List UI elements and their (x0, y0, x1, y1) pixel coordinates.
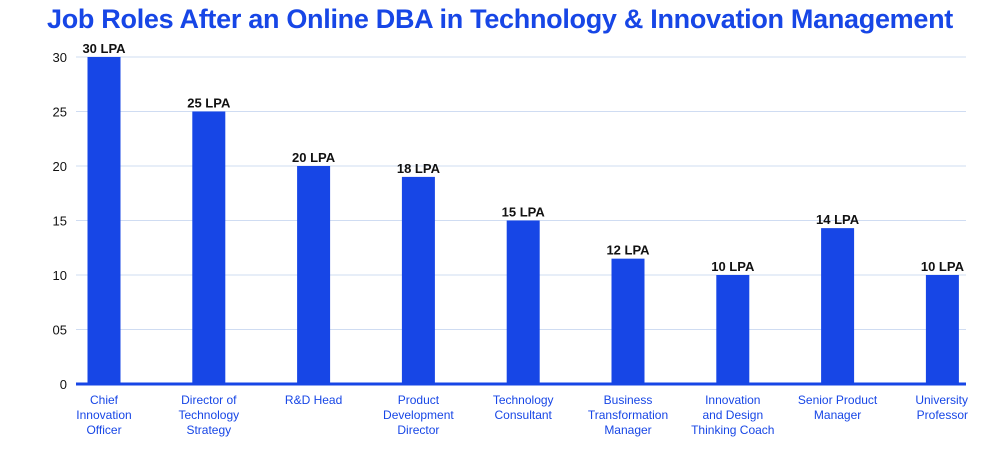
bar (87, 57, 121, 384)
data-label: 30 LPA (82, 41, 126, 56)
data-label: 25 LPA (187, 96, 231, 111)
category-label: Innovation (705, 393, 760, 407)
data-label: 12 LPA (606, 243, 650, 258)
data-label: 10 LPA (921, 259, 965, 274)
category-label: Senior Product (798, 393, 878, 407)
y-tick-label: 25 (53, 105, 67, 120)
category-label: Technology (493, 393, 554, 407)
category-label: Chief (90, 393, 119, 407)
bar (925, 275, 959, 384)
data-labels: 30 LPA 25 LPA 20 LPA 18 LPA 15 LPA 12 LPA 10 L… (82, 41, 964, 274)
category-label: Technology (178, 408, 239, 422)
category-label: Professor (917, 408, 968, 422)
y-tick-label: 0 (60, 377, 67, 392)
y-tick-label: 20 (53, 159, 67, 174)
y-axis-ticks: 0 05 10 15 20 25 30 (53, 50, 67, 392)
bar (611, 258, 645, 384)
bar (506, 220, 540, 384)
bars (87, 57, 959, 384)
category-label: and Design (702, 408, 763, 422)
category-label: R&D Head (285, 393, 342, 407)
category-label: Product (398, 393, 440, 407)
category-label: Thinking Coach (691, 423, 774, 437)
category-label: University (915, 393, 968, 407)
data-label: 20 LPA (292, 150, 336, 165)
y-tick-label: 30 (53, 50, 67, 65)
chart-title: Job Roles After an Online DBA in Technol… (47, 4, 953, 34)
data-label: 10 LPA (711, 259, 755, 274)
data-label: 18 LPA (397, 161, 441, 176)
category-label: Development (383, 408, 454, 422)
category-label: Transformation (588, 408, 668, 422)
category-label: Business (604, 393, 653, 407)
category-label: Strategy (186, 423, 231, 437)
bar (716, 275, 750, 384)
category-label: Consultant (495, 408, 553, 422)
category-label: Manager (814, 408, 861, 422)
category-label: Director (397, 423, 439, 437)
y-tick-label: 15 (53, 214, 67, 229)
bar (821, 228, 855, 384)
category-label: Officer (86, 423, 121, 437)
data-label: 15 LPA (502, 205, 546, 220)
category-label: Director of (181, 393, 237, 407)
bar (401, 176, 435, 384)
bar (192, 111, 226, 384)
y-tick-label: 05 (53, 323, 67, 338)
data-label: 14 LPA (816, 212, 860, 227)
category-label: Manager (604, 423, 651, 437)
bar (297, 166, 331, 384)
category-label: Innovation (76, 408, 131, 422)
y-tick-label: 10 (53, 268, 67, 283)
